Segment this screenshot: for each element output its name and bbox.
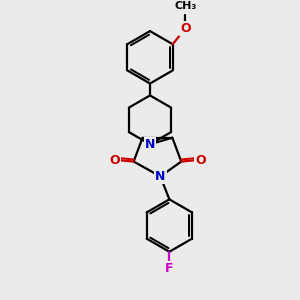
Text: N: N bbox=[155, 170, 166, 183]
Text: O: O bbox=[180, 22, 190, 35]
Text: N: N bbox=[145, 138, 155, 151]
Text: O: O bbox=[195, 154, 206, 166]
Text: CH₃: CH₃ bbox=[174, 1, 196, 11]
Text: F: F bbox=[165, 262, 174, 275]
Text: O: O bbox=[109, 154, 120, 166]
